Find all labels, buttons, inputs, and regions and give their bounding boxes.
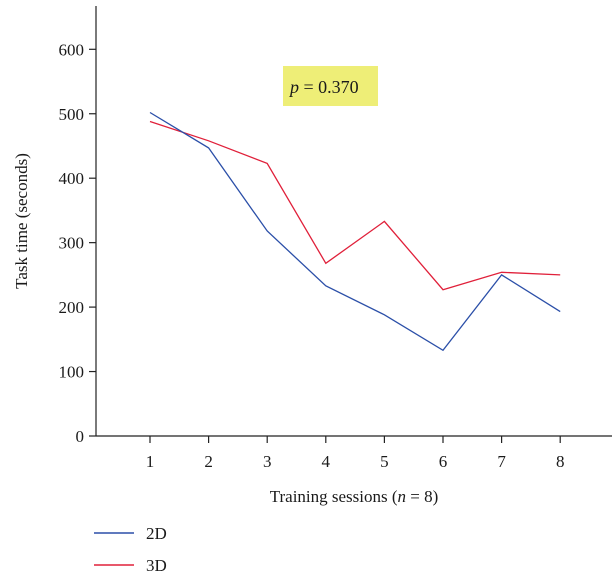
x-tick-label: 1: [146, 452, 155, 471]
x-tick-label: 6: [439, 452, 448, 471]
x-tick-label: 2: [204, 452, 213, 471]
x-tick-label: 7: [497, 452, 506, 471]
y-tick-label: 300: [59, 234, 85, 253]
annotation-value: = 0.370: [299, 77, 359, 97]
x-axis-title-suffix: = 8): [406, 487, 438, 506]
y-tick-label: 200: [59, 298, 85, 317]
x-axis-title-variable: n: [398, 487, 407, 506]
y-tick-label: 500: [59, 105, 85, 124]
series-line-3d: [149, 120, 561, 291]
series-line-2d: [149, 111, 561, 352]
plot-area: [149, 111, 561, 352]
annotation-variable: p: [288, 77, 299, 97]
x-tick-label: 3: [263, 452, 272, 471]
legend-label-3d: 3D: [146, 556, 167, 572]
annotation-box: p = 0.370: [283, 66, 378, 106]
x-axis-title-prefix: Training sessions (: [270, 487, 398, 506]
axes: 0 100 200 300 400 500 600 1 2 3 4 5 6 7 8: [59, 6, 612, 471]
y-tick-label: 100: [59, 363, 85, 382]
y-tick-label: 0: [76, 427, 85, 446]
x-axis-title: Training sessions (n = 8): [270, 487, 439, 506]
x-tick-label: 4: [322, 452, 331, 471]
y-tick-label: 400: [59, 169, 85, 188]
legend-label-2d: 2D: [146, 524, 167, 543]
y-axis-title: Task time (seconds): [12, 153, 31, 289]
annotation-background: [283, 66, 378, 106]
y-tick-label: 600: [59, 40, 85, 59]
x-tick-label: 8: [556, 452, 565, 471]
x-tick-label: 5: [380, 452, 389, 471]
annotation-text: p = 0.370: [288, 77, 359, 97]
legend: 2D 3D: [94, 524, 167, 572]
